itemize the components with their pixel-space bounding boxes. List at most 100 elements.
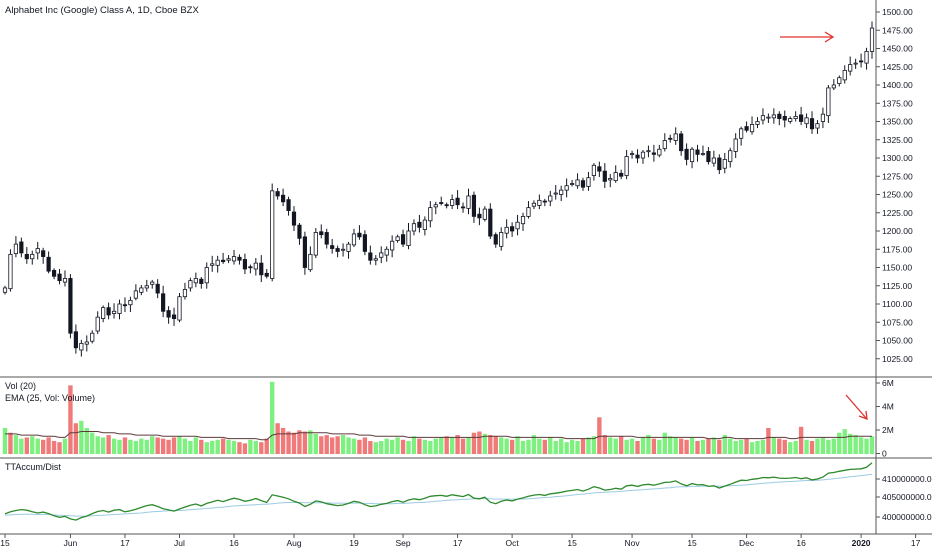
candle[interactable]: [733, 133, 738, 158]
candle[interactable]: [30, 250, 35, 265]
candle[interactable]: [493, 232, 498, 248]
candle[interactable]: [706, 147, 711, 165]
candle[interactable]: [749, 116, 755, 135]
candle[interactable]: [171, 307, 177, 326]
candle[interactable]: [460, 202, 466, 213]
candle[interactable]: [79, 339, 84, 357]
candle[interactable]: [95, 311, 100, 334]
candle[interactable]: [313, 228, 318, 259]
candle[interactable]: [384, 246, 389, 262]
candle[interactable]: [613, 165, 618, 183]
candle[interactable]: [728, 147, 733, 168]
candle[interactable]: [357, 225, 362, 240]
candle[interactable]: [182, 282, 188, 300]
candle[interactable]: [531, 200, 537, 210]
candle[interactable]: [760, 108, 766, 125]
candle[interactable]: [253, 258, 258, 276]
candle[interactable]: [602, 163, 607, 188]
candle[interactable]: [68, 274, 73, 339]
candle[interactable]: [330, 239, 335, 254]
candle[interactable]: [815, 120, 820, 134]
candle[interactable]: [668, 134, 673, 143]
candle[interactable]: [504, 219, 509, 239]
candle[interactable]: [46, 251, 51, 274]
candle[interactable]: [771, 108, 776, 124]
candle[interactable]: [281, 188, 286, 207]
candle[interactable]: [62, 270, 68, 287]
candle[interactable]: [777, 111, 782, 126]
candle[interactable]: [133, 284, 138, 301]
candle[interactable]: [831, 79, 836, 91]
candle[interactable]: [553, 185, 558, 200]
candle[interactable]: [597, 161, 602, 177]
candle[interactable]: [488, 203, 493, 240]
candle[interactable]: [646, 145, 651, 158]
candle[interactable]: [455, 190, 460, 210]
candle[interactable]: [8, 249, 13, 292]
candle[interactable]: [24, 247, 29, 264]
candle[interactable]: [2, 285, 8, 295]
candle[interactable]: [564, 178, 569, 198]
candle[interactable]: [41, 247, 46, 264]
candle[interactable]: [439, 196, 444, 206]
candle[interactable]: [619, 169, 624, 180]
candle[interactable]: [842, 65, 847, 84]
candle[interactable]: [635, 149, 640, 164]
candle[interactable]: [144, 279, 149, 292]
candle[interactable]: [373, 255, 378, 266]
candle[interactable]: [471, 191, 477, 223]
candle[interactable]: [711, 150, 716, 167]
candle[interactable]: [548, 190, 553, 207]
candle[interactable]: [422, 216, 427, 236]
candle[interactable]: [319, 224, 324, 239]
candle[interactable]: [101, 305, 106, 323]
candle[interactable]: [520, 212, 526, 231]
candle[interactable]: [122, 297, 128, 313]
candle[interactable]: [286, 196, 291, 216]
candle[interactable]: [297, 222, 302, 245]
candle[interactable]: [799, 106, 804, 126]
candle[interactable]: [695, 144, 700, 162]
volume-annotation-arrow[interactable]: [845, 394, 868, 420]
candle[interactable]: [848, 56, 853, 76]
candle[interactable]: [106, 302, 111, 320]
candle[interactable]: [788, 116, 793, 124]
candle[interactable]: [346, 241, 351, 259]
candle[interactable]: [242, 253, 248, 275]
candle[interactable]: [362, 230, 367, 256]
candle[interactable]: [537, 194, 542, 210]
candle[interactable]: [275, 187, 280, 200]
candle[interactable]: [73, 324, 78, 354]
candle[interactable]: [221, 252, 226, 264]
candle[interactable]: [526, 201, 531, 219]
candle[interactable]: [150, 279, 155, 289]
candle[interactable]: [499, 227, 504, 251]
candle[interactable]: [51, 268, 57, 280]
candle[interactable]: [84, 335, 89, 352]
candle[interactable]: [379, 246, 384, 264]
candle[interactable]: [591, 163, 596, 181]
candle[interactable]: [270, 183, 275, 282]
candle[interactable]: [428, 201, 433, 228]
candle[interactable]: [575, 173, 580, 189]
candle[interactable]: [466, 188, 471, 215]
candle[interactable]: [406, 222, 411, 250]
candle[interactable]: [859, 53, 864, 68]
candle[interactable]: [559, 185, 564, 202]
candle[interactable]: [210, 255, 215, 272]
candle[interactable]: [766, 113, 771, 123]
candle[interactable]: [308, 246, 313, 272]
candle[interactable]: [477, 207, 482, 226]
candle[interactable]: [335, 245, 340, 258]
candle[interactable]: [689, 147, 695, 169]
candle[interactable]: [139, 285, 144, 296]
candle[interactable]: [673, 127, 678, 145]
candle[interactable]: [128, 296, 133, 313]
candle[interactable]: [629, 150, 635, 159]
candle[interactable]: [395, 234, 400, 243]
candle[interactable]: [166, 306, 171, 324]
candle[interactable]: [864, 47, 869, 70]
candle[interactable]: [390, 235, 395, 258]
candle[interactable]: [324, 228, 329, 249]
candle[interactable]: [755, 117, 760, 129]
